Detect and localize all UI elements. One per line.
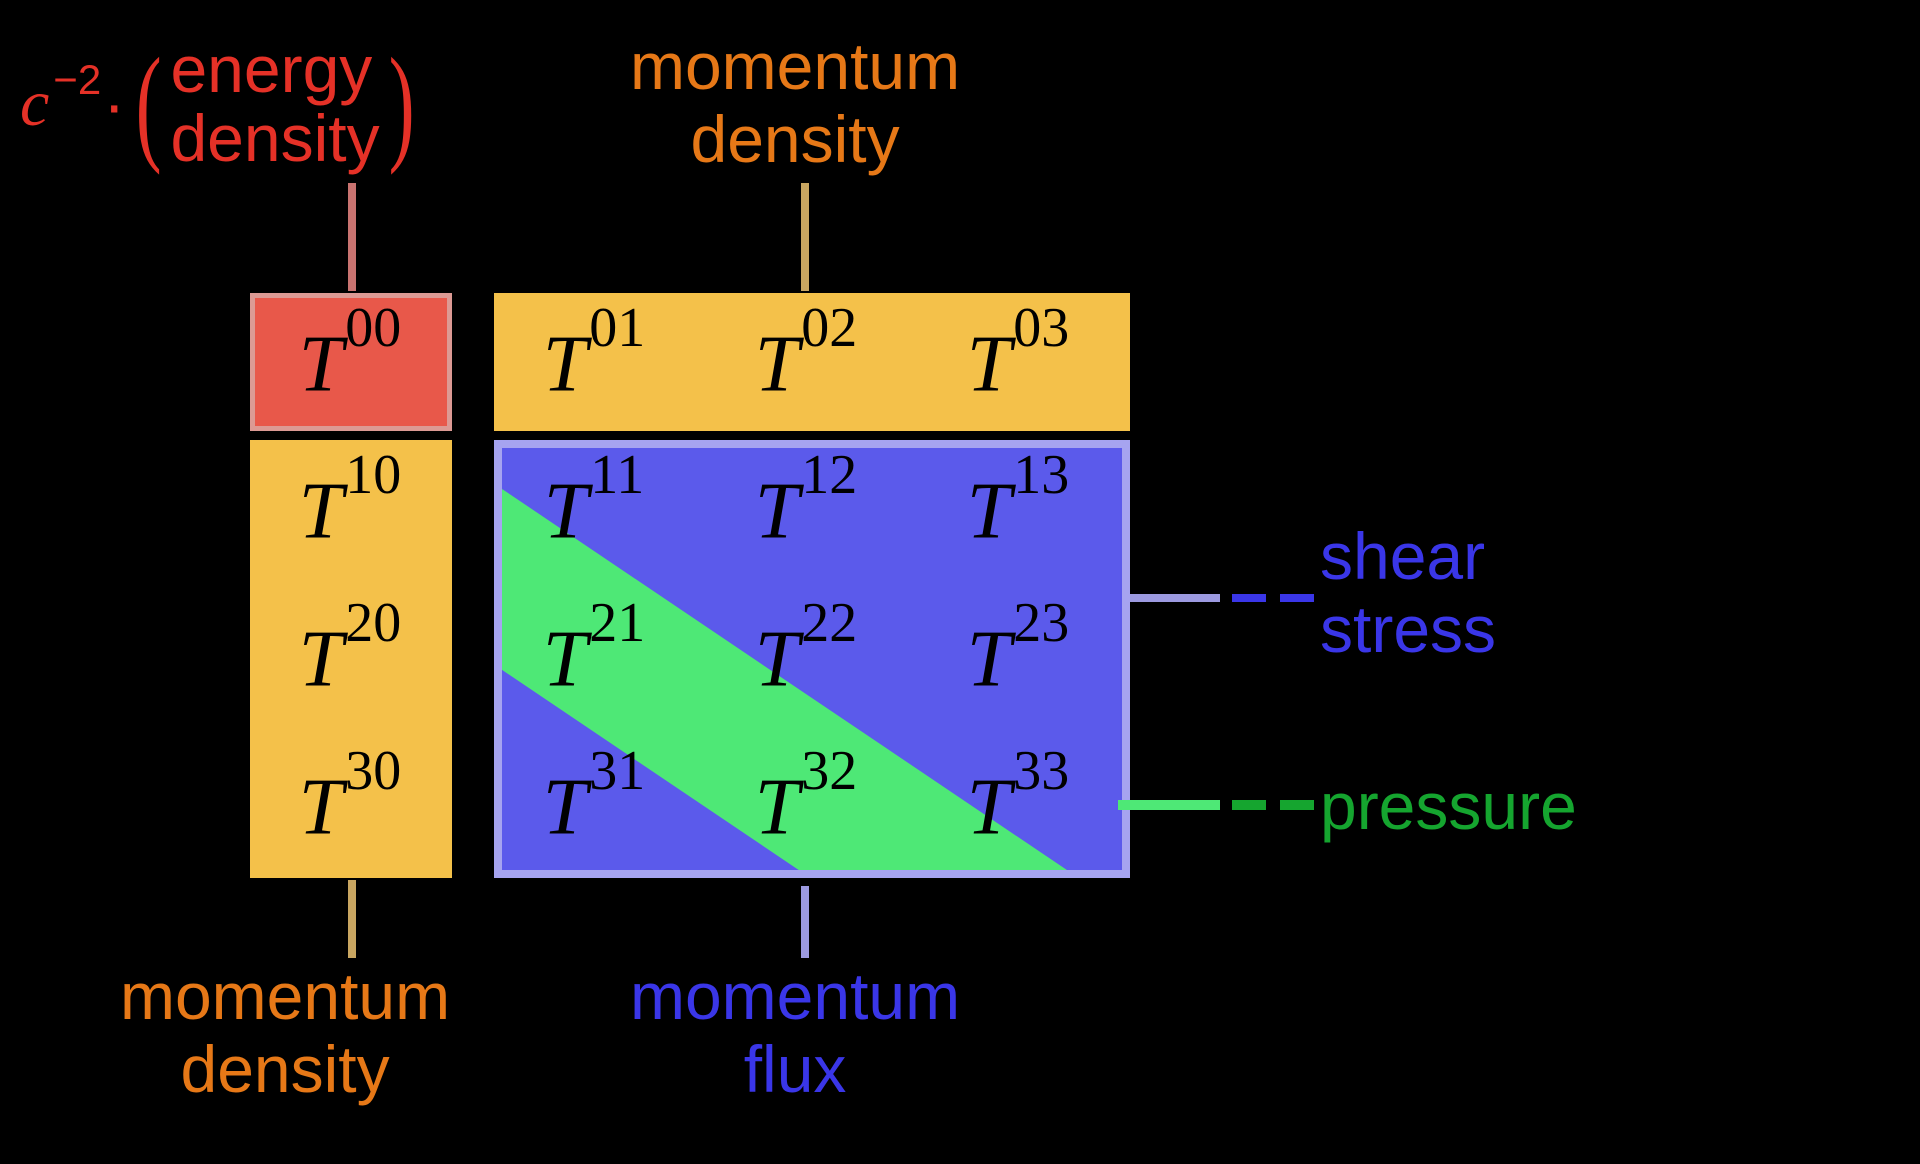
leader-shear-stress-solid [1130,594,1220,602]
cell-t11: T11 [494,440,694,578]
label-pressure: pressure [1320,770,1577,843]
cell-t02: T02 [706,293,906,431]
cell-t03: T03 [918,293,1118,431]
leader-momentum-density-top [801,183,809,291]
leader-pressure-solid [1118,800,1220,810]
label-shear-stress: shear stress [1320,520,1496,665]
leader-momentum-density-bottom [348,880,356,958]
label-energy-density: c −2 · ( energy density ) [20,35,423,174]
label-momentum-density-bottom: momentum density [120,960,450,1105]
leader-shear-stress-dash1 [1232,594,1266,602]
cell-t20: T20 [250,588,450,726]
leader-shear-stress-dash2 [1280,594,1314,602]
cell-t01: T01 [494,293,694,431]
leader-momentum-flux [801,886,809,958]
label-momentum-flux: momentum flux [630,960,960,1105]
cell-t31: T31 [494,736,694,874]
cell-t33: T33 [918,736,1118,874]
cell-t30: T30 [250,736,450,874]
cell-t12: T12 [706,440,906,578]
label-momentum-density-top: momentum density [630,30,960,175]
leader-energy-density [348,183,356,291]
cell-t23: T23 [918,588,1118,726]
cell-t13: T13 [918,440,1118,578]
cell-t32: T32 [706,736,906,874]
cell-t10: T10 [250,440,450,578]
cell-t00: T00 [250,293,450,431]
cell-t21: T21 [494,588,694,726]
cell-t22: T22 [706,588,906,726]
leader-pressure-dash1 [1232,800,1266,810]
leader-pressure-dash2 [1280,800,1314,810]
